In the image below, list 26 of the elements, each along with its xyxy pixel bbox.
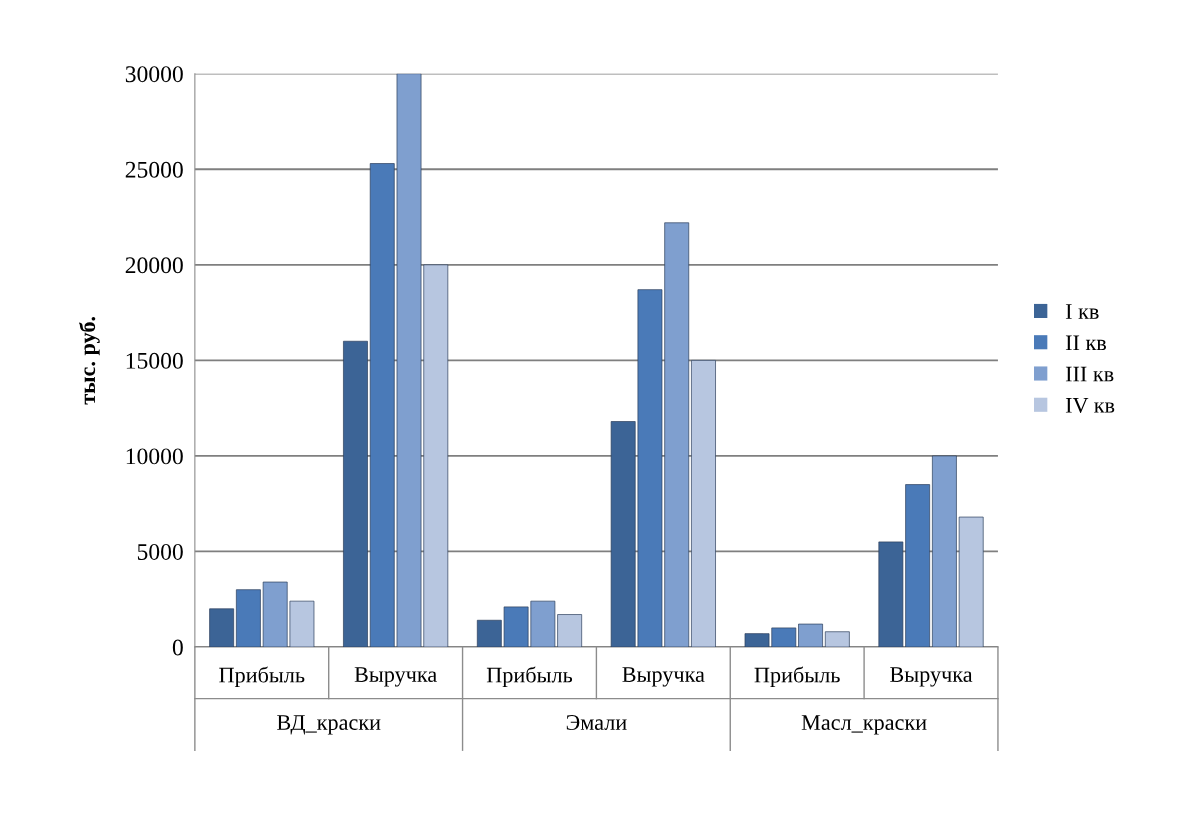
y-tick-label: 30000 [125, 66, 183, 83]
x-tick-label: Прибыль [219, 666, 305, 688]
y-tick-label: 25000 [125, 161, 183, 178]
y-tick-label: 10000 [126, 448, 183, 465]
x-tick-label: Выручка [622, 667, 705, 687]
legend-label: I кв [1065, 304, 1099, 319]
bar [824, 631, 850, 648]
bar [209, 608, 235, 648]
y-tick-label: 15000 [126, 352, 183, 369]
legend-label: II кв [1065, 335, 1106, 351]
bar [343, 340, 368, 648]
x-tick-label: Выручка [354, 667, 437, 687]
text: Эмали [566, 715, 627, 730]
bar [798, 623, 823, 648]
legend-label: III кв [1065, 366, 1114, 382]
x-tick-label: Выручка [890, 667, 973, 687]
y-axis-title: тыс. руб. [79, 316, 100, 405]
y-tick-label: 5000 [137, 543, 183, 560]
x-tick-label: Прибыль [754, 666, 840, 688]
bar [691, 360, 716, 648]
y-tick-label: 0 [172, 639, 183, 656]
text: Масл_краски [801, 715, 927, 735]
text: ВД_краски [277, 715, 381, 735]
x-tick-label: Прибыль [486, 666, 573, 688]
y-tick-label: 20000 [125, 257, 183, 274]
legend-label: IV кв [1065, 398, 1115, 413]
